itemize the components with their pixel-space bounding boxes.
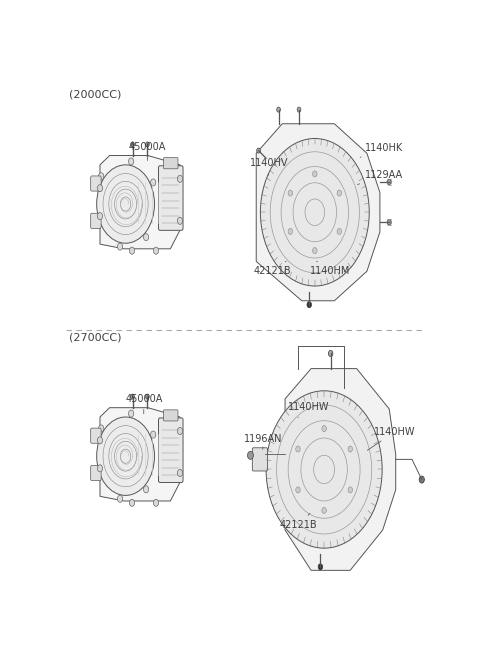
Circle shape	[276, 107, 280, 112]
Circle shape	[97, 437, 103, 444]
Circle shape	[118, 243, 123, 250]
Circle shape	[93, 215, 98, 222]
Circle shape	[419, 476, 424, 483]
Circle shape	[288, 229, 292, 234]
Circle shape	[97, 185, 103, 192]
Circle shape	[288, 190, 292, 196]
Text: 42121B: 42121B	[279, 514, 317, 530]
Text: 1129AA: 1129AA	[358, 170, 403, 185]
FancyBboxPatch shape	[91, 466, 101, 481]
Circle shape	[297, 107, 301, 112]
Circle shape	[296, 487, 300, 493]
FancyBboxPatch shape	[91, 214, 101, 229]
FancyBboxPatch shape	[164, 410, 178, 421]
Circle shape	[151, 179, 156, 186]
Circle shape	[312, 171, 317, 177]
Text: 1196AN: 1196AN	[244, 434, 283, 449]
Text: 45000A: 45000A	[125, 394, 162, 414]
Circle shape	[97, 465, 103, 472]
Polygon shape	[100, 155, 180, 249]
Circle shape	[307, 302, 312, 308]
Circle shape	[296, 446, 300, 452]
Circle shape	[131, 142, 134, 147]
Circle shape	[130, 499, 134, 506]
Circle shape	[248, 451, 253, 459]
FancyBboxPatch shape	[91, 428, 101, 443]
Polygon shape	[256, 124, 380, 301]
Text: 45000A: 45000A	[129, 141, 166, 160]
FancyBboxPatch shape	[158, 166, 183, 231]
FancyBboxPatch shape	[158, 418, 183, 483]
Text: 1140HW: 1140HW	[367, 426, 416, 450]
FancyBboxPatch shape	[91, 176, 101, 191]
Circle shape	[129, 158, 134, 165]
Circle shape	[328, 350, 333, 356]
Circle shape	[118, 495, 123, 502]
Circle shape	[312, 248, 317, 253]
Circle shape	[318, 564, 323, 570]
Circle shape	[178, 217, 182, 225]
Circle shape	[322, 508, 326, 514]
Circle shape	[337, 190, 342, 196]
Text: (2000CC): (2000CC)	[69, 90, 121, 100]
Polygon shape	[100, 407, 180, 501]
Circle shape	[178, 470, 182, 477]
Circle shape	[98, 173, 104, 179]
FancyBboxPatch shape	[252, 448, 267, 471]
Circle shape	[144, 486, 149, 493]
Text: (2700CC): (2700CC)	[69, 333, 122, 343]
Circle shape	[387, 179, 391, 185]
Circle shape	[337, 229, 342, 234]
Text: 42121B: 42121B	[253, 261, 291, 276]
Polygon shape	[285, 369, 396, 571]
Circle shape	[98, 425, 104, 432]
Circle shape	[322, 426, 326, 432]
Text: 1140HW: 1140HW	[288, 402, 329, 417]
Circle shape	[348, 446, 352, 452]
Circle shape	[154, 499, 158, 506]
Circle shape	[154, 247, 158, 254]
Text: 1140HK: 1140HK	[360, 143, 403, 157]
Circle shape	[97, 213, 103, 219]
Circle shape	[96, 417, 155, 495]
Circle shape	[387, 220, 391, 225]
Circle shape	[348, 487, 352, 493]
Circle shape	[93, 468, 98, 474]
Circle shape	[266, 391, 382, 548]
Circle shape	[178, 176, 182, 182]
Circle shape	[145, 394, 149, 399]
Circle shape	[130, 247, 134, 254]
Text: 1140HV: 1140HV	[250, 159, 288, 176]
Circle shape	[131, 394, 134, 399]
Circle shape	[96, 165, 155, 243]
Circle shape	[178, 428, 182, 434]
Circle shape	[261, 138, 369, 286]
Circle shape	[257, 148, 261, 153]
FancyBboxPatch shape	[164, 158, 178, 169]
Circle shape	[145, 142, 149, 147]
Circle shape	[129, 410, 134, 417]
Text: 1140HM: 1140HM	[310, 261, 350, 276]
Circle shape	[151, 431, 156, 438]
Circle shape	[144, 234, 149, 240]
